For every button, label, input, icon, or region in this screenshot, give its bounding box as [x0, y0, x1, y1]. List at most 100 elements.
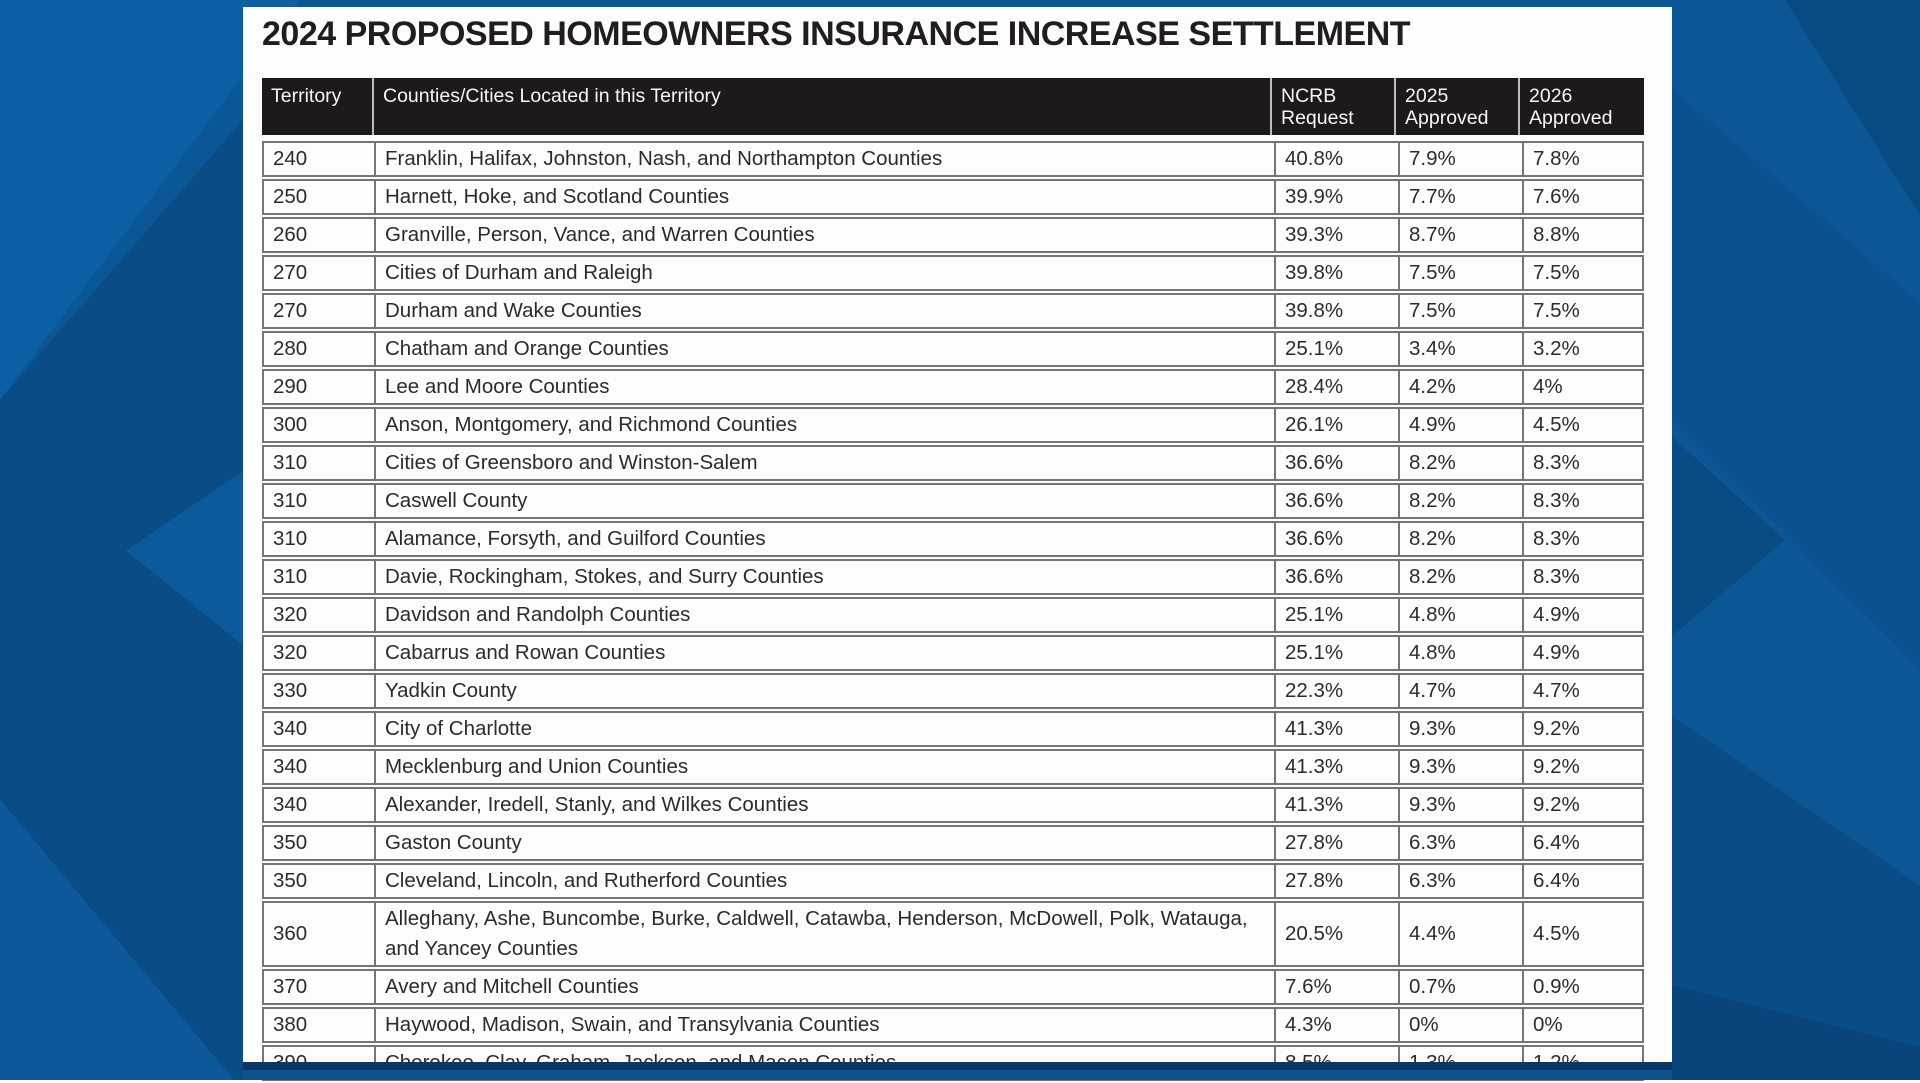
cell-2026-approved: 7.8% — [1522, 143, 1646, 175]
cell-2026-approved: 4.5% — [1522, 409, 1646, 441]
cell-counties: Granville, Person, Vance, and Warren Cou… — [374, 219, 1274, 251]
cell-territory: 360 — [264, 903, 374, 965]
cell-ncrb-request: 28.4% — [1274, 371, 1398, 403]
cell-ncrb-request: 39.8% — [1274, 257, 1398, 289]
cell-2025-approved: 9.3% — [1398, 789, 1522, 821]
cell-territory: 240 — [264, 143, 374, 175]
cell-counties: Durham and Wake Counties — [374, 295, 1274, 327]
cell-2025-approved: 9.3% — [1398, 713, 1522, 745]
cell-counties: Cabarrus and Rowan Counties — [374, 637, 1274, 669]
cell-territory: 270 — [264, 295, 374, 327]
column-header-territory: Territory — [262, 78, 372, 135]
cell-ncrb-request: 41.3% — [1274, 789, 1398, 821]
column-header-counties: Counties/Cities Located in this Territor… — [372, 78, 1270, 135]
cell-territory: 310 — [264, 447, 374, 479]
cell-2026-approved: 8.3% — [1522, 485, 1646, 517]
cell-2026-approved: 3.2% — [1522, 333, 1646, 365]
cell-ncrb-request: 41.3% — [1274, 713, 1398, 745]
cell-ncrb-request: 41.3% — [1274, 751, 1398, 783]
cell-2025-approved: 8.2% — [1398, 523, 1522, 555]
cell-counties: Lee and Moore Counties — [374, 371, 1274, 403]
cell-2026-approved: 6.4% — [1522, 865, 1646, 897]
cell-ncrb-request: 20.5% — [1274, 903, 1398, 965]
cell-2025-approved: 8.2% — [1398, 561, 1522, 593]
cell-2026-approved: 8.3% — [1522, 523, 1646, 555]
cell-2025-approved: 8.7% — [1398, 219, 1522, 251]
cell-territory: 260 — [264, 219, 374, 251]
cell-ncrb-request: 25.1% — [1274, 599, 1398, 631]
cell-2025-approved: 4.8% — [1398, 637, 1522, 669]
cell-counties: Gaston County — [374, 827, 1274, 859]
cell-counties: Chatham and Orange Counties — [374, 333, 1274, 365]
cell-ncrb-request: 27.8% — [1274, 865, 1398, 897]
cell-territory: 320 — [264, 599, 374, 631]
cell-territory: 320 — [264, 637, 374, 669]
page-title: 2024 PROPOSED HOMEOWNERS INSURANCE INCRE… — [262, 15, 1654, 54]
cell-counties: City of Charlotte — [374, 713, 1274, 745]
cell-territory: 250 — [264, 181, 374, 213]
cell-territory: 330 — [264, 675, 374, 707]
cell-2026-approved: 9.2% — [1522, 751, 1646, 783]
cell-2026-approved: 7.5% — [1522, 295, 1646, 327]
cell-ncrb-request: 26.1% — [1274, 409, 1398, 441]
cell-counties: Alamance, Forsyth, and Guilford Counties — [374, 523, 1274, 555]
cell-territory: 270 — [264, 257, 374, 289]
cell-2026-approved: 4% — [1522, 371, 1646, 403]
cell-2025-approved: 8.2% — [1398, 485, 1522, 517]
column-header-2026-approved: 2026 Approved — [1518, 78, 1642, 135]
cell-ncrb-request: 25.1% — [1274, 333, 1398, 365]
cell-counties: Anson, Montgomery, and Richmond Counties — [374, 409, 1274, 441]
cell-2025-approved: 8.2% — [1398, 447, 1522, 479]
cell-territory: 340 — [264, 789, 374, 821]
cell-ncrb-request: 7.6% — [1274, 971, 1398, 1003]
column-header-2025-approved: 2025 Approved — [1394, 78, 1518, 135]
cell-counties: Mecklenburg and Union Counties — [374, 751, 1274, 783]
cell-counties: Alleghany, Ashe, Buncombe, Burke, Caldwe… — [374, 903, 1274, 965]
cell-2026-approved: 9.2% — [1522, 713, 1646, 745]
cell-ncrb-request: 36.6% — [1274, 561, 1398, 593]
cell-ncrb-request: 4.3% — [1274, 1009, 1398, 1041]
cell-ncrb-request: 39.3% — [1274, 219, 1398, 251]
cell-2025-approved: 4.7% — [1398, 675, 1522, 707]
cell-territory: 370 — [264, 971, 374, 1003]
cell-2025-approved: 4.4% — [1398, 903, 1522, 965]
cell-2026-approved: 7.6% — [1522, 181, 1646, 213]
cell-2026-approved: 9.2% — [1522, 789, 1646, 821]
cell-territory: 350 — [264, 865, 374, 897]
cell-ncrb-request: 22.3% — [1274, 675, 1398, 707]
cell-counties: Yadkin County — [374, 675, 1274, 707]
cell-counties: Cities of Durham and Raleigh — [374, 257, 1274, 289]
cell-counties: Harnett, Hoke, and Scotland Counties — [374, 181, 1274, 213]
cell-ncrb-request: 36.6% — [1274, 485, 1398, 517]
cell-ncrb-request: 25.1% — [1274, 637, 1398, 669]
cell-2025-approved: 6.3% — [1398, 827, 1522, 859]
cell-ncrb-request: 27.8% — [1274, 827, 1398, 859]
cell-counties: Alexander, Iredell, Stanly, and Wilkes C… — [374, 789, 1274, 821]
cell-counties: Caswell County — [374, 485, 1274, 517]
cell-2026-approved: 8.3% — [1522, 447, 1646, 479]
cell-counties: Haywood, Madison, Swain, and Transylvani… — [374, 1009, 1274, 1041]
cell-ncrb-request: 36.6% — [1274, 523, 1398, 555]
bottom-accent-bar — [243, 1062, 1672, 1080]
cell-2025-approved: 0.7% — [1398, 971, 1522, 1003]
table-header-row: Territory Counties/Cities Located in thi… — [262, 78, 1644, 135]
cell-territory: 310 — [264, 523, 374, 555]
cell-2026-approved: 8.3% — [1522, 561, 1646, 593]
cell-2025-approved: 4.8% — [1398, 599, 1522, 631]
